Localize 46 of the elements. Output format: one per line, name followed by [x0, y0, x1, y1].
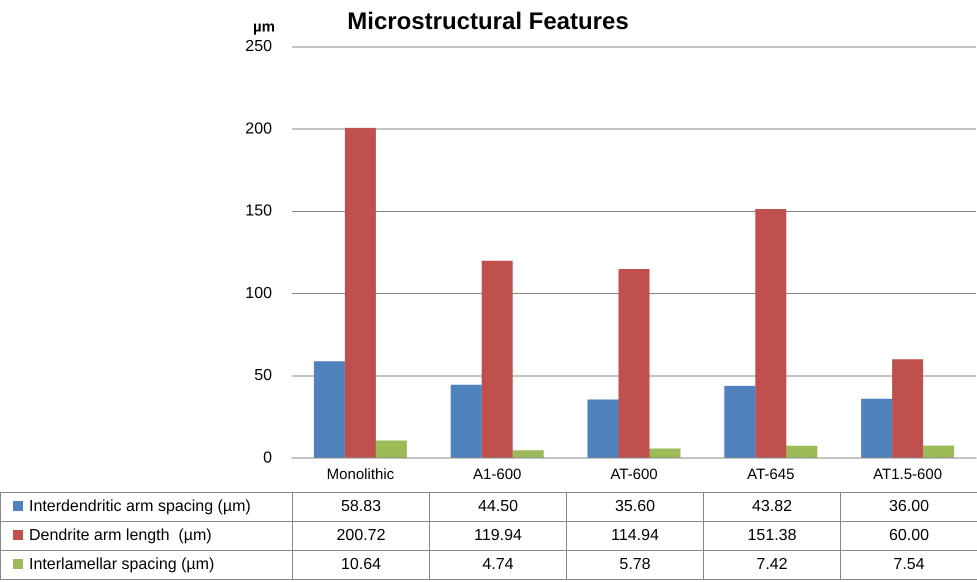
x-tick-label: Monolithic — [326, 466, 395, 484]
y-tick-label: 0 — [263, 449, 272, 466]
y-tick-label: 50 — [254, 367, 272, 384]
legend-label: Dendrite arm length (µm) — [29, 527, 212, 544]
bar — [587, 399, 618, 458]
y-tick-label: 100 — [245, 284, 272, 302]
bar — [786, 446, 818, 458]
bar — [724, 386, 756, 458]
data-label: 200.72 — [292, 522, 430, 550]
legend-label: Interdendritic arm spacing (µm) — [29, 498, 251, 515]
data-label: 4.74 — [430, 550, 566, 580]
data-label: 43.82 — [704, 492, 840, 522]
bar — [650, 448, 681, 458]
y-axis-title: µm — [253, 18, 275, 36]
data-label: 58.83 — [292, 492, 430, 522]
bar — [755, 209, 786, 458]
bar — [376, 440, 407, 458]
data-label: 119.94 — [430, 522, 566, 550]
x-tick-label: A1-600 — [473, 466, 522, 484]
bar — [923, 446, 954, 458]
bar — [344, 128, 376, 458]
y-tick-label: 200 — [245, 120, 272, 138]
data-label: 7.54 — [840, 550, 977, 580]
x-tick-label: AT-645 — [747, 466, 794, 484]
x-tick-label: AT-600 — [610, 466, 658, 484]
data-label: 35.60 — [566, 492, 704, 522]
bar — [482, 260, 513, 458]
bar — [450, 384, 482, 458]
bar — [861, 398, 892, 458]
chart-title: Microstructural Features — [347, 8, 629, 36]
bar — [892, 359, 924, 458]
data-label: 60.00 — [840, 522, 977, 550]
x-tick-label: AT1.5-600 — [873, 466, 942, 484]
bar — [618, 268, 650, 458]
data-label: 114.94 — [566, 522, 704, 550]
data-label: 36.00 — [840, 492, 977, 522]
data-label: 151.38 — [704, 522, 840, 550]
data-label: 10.64 — [292, 550, 430, 580]
y-tick-label: 150 — [245, 202, 272, 220]
y-tick-label: 250 — [245, 38, 272, 56]
data-label: 7.42 — [704, 550, 840, 580]
bar — [314, 361, 345, 458]
data-label: 44.50 — [430, 492, 566, 522]
data-label: 5.78 — [566, 550, 704, 580]
legend-label: Interlamellar spacing (µm) — [29, 556, 214, 573]
bar — [512, 450, 544, 458]
